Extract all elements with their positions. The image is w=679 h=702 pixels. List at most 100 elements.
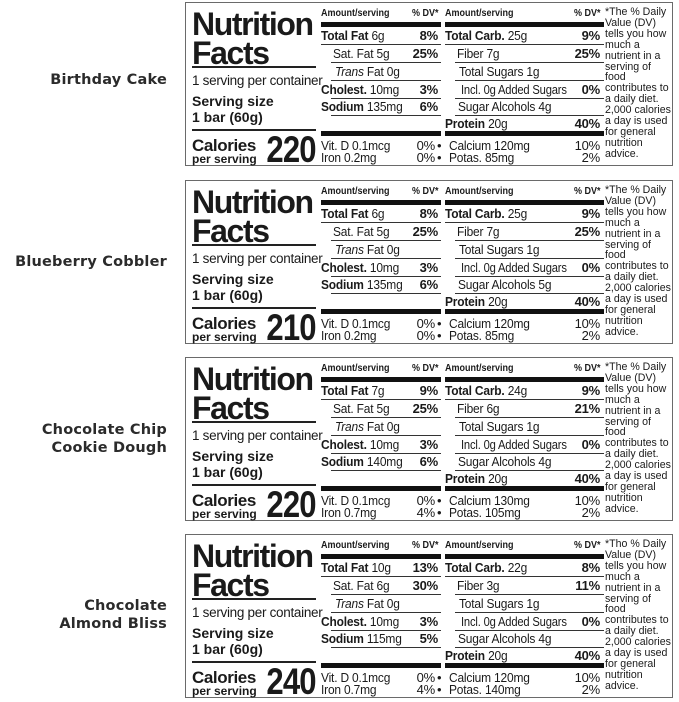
nutrient-label: Trans: [335, 242, 364, 257]
nutrient-row: Sat. Fat 5g: [333, 224, 390, 239]
nutrient-row: Total Carb. 22g: [445, 561, 527, 574]
nutrient-label: Total Sugars 1g: [459, 596, 540, 611]
divider: [331, 276, 441, 277]
nutrient-row: Fiber 7g: [457, 47, 500, 60]
vitamin-dv: 0%: [416, 316, 436, 331]
divider: [192, 307, 316, 309]
nutrient-label: Cholest.: [321, 437, 367, 452]
nutrient-label: Total Sugars 1g: [459, 242, 540, 257]
divider: [321, 576, 441, 577]
nutrient-label: Incl. 0g Added Sugars: [461, 614, 567, 629]
nutrient-label: Trans: [335, 596, 364, 611]
thick-bar: [445, 309, 604, 314]
dv-header: % DV*: [573, 8, 600, 19]
nutrient-dv: 3%: [419, 614, 439, 629]
serving-size-label: Serving size: [192, 93, 274, 109]
nutrition-panel: Nutrition Facts 1 serving per container Ser…: [185, 2, 673, 170]
nutrient-amount: 7g: [371, 383, 385, 398]
calories-label: Calories: [192, 491, 256, 510]
nutrient-label: Incl. 0g Added Sugars: [461, 260, 567, 275]
nutrient-row: Total Fat 7g: [321, 383, 385, 398]
vitamin-name: Vit. D 0.1mcg: [321, 493, 391, 508]
nutrient-amount: 22g: [507, 560, 528, 575]
bullet: •: [437, 138, 442, 153]
vitamin-dv: 10%: [574, 138, 601, 153]
nutrient-amount: 10mg: [369, 614, 400, 629]
divider: [445, 576, 604, 577]
nutrient-label: Protein: [445, 471, 485, 486]
nutrient-dv: 40%: [574, 116, 601, 131]
flavor-name: Almond Bliss: [59, 616, 167, 632]
panel-title: Nutrition: [192, 6, 314, 42]
nutrient-label: Sat. Fat 6g: [333, 578, 390, 593]
amount-header: Amount/serving: [321, 186, 390, 197]
nutrient-row: Total Carb. 25g: [445, 29, 527, 42]
nutrient-row: Total Sugars 1g: [459, 420, 540, 433]
divider: [455, 470, 604, 471]
calories-value: 220: [266, 129, 317, 170]
per-serving-label: per serving: [192, 330, 257, 344]
nutrient-label: Total Fat: [321, 206, 369, 221]
bullet: •: [437, 505, 442, 520]
vitamin-dv: 0%: [416, 138, 436, 153]
thick-bar: [321, 309, 441, 314]
nutrient-amount: Fat 0g: [366, 242, 400, 257]
divider: [331, 647, 441, 648]
servings-per-container: 1 serving per container: [192, 251, 323, 266]
flavor-name: Blueberry Cobbler: [15, 254, 167, 270]
nutrient-row: Total Fat 6g: [321, 206, 385, 221]
nutrient-amount: 6g: [371, 206, 385, 221]
amount-header: Amount/serving: [445, 363, 514, 374]
vitamin-dv: 2%: [581, 150, 601, 165]
nutrient-label: Protein: [445, 116, 485, 131]
nutrient-label: Incl. 0g Added Sugars: [461, 437, 567, 452]
flavor-name: Chocolate Chip: [41, 422, 167, 438]
dv-header: % DV*: [411, 8, 438, 19]
vitamin-name: Potas. 85mg: [449, 328, 515, 343]
nutrient-dv: 25%: [412, 401, 439, 416]
nutrient-row: Fiber 7g: [457, 225, 500, 238]
thick-bar: [445, 486, 604, 491]
vitamin-dv: 2%: [581, 682, 601, 697]
nutrient-label: Sat. Fat 5g: [333, 224, 390, 239]
nutrient-label: Sodium: [321, 277, 364, 292]
dv-header: % DV*: [411, 363, 438, 374]
nutrient-dv: 9%: [581, 206, 601, 221]
amount-header: Amount/serving: [321, 8, 390, 19]
vitamin-name: Calcium 130mg: [449, 493, 530, 508]
vitamin-name: Calcium 120mg: [449, 670, 530, 685]
divider: [331, 417, 441, 418]
flavor-name: Birthday Cake: [50, 72, 167, 88]
nutrient-dv: 0%: [581, 437, 601, 452]
divider: [331, 594, 441, 595]
nutrient-row: Trans Fat 0g: [335, 65, 400, 78]
nutrient-dv: 5%: [419, 631, 439, 646]
divider: [455, 98, 604, 99]
divider: [455, 62, 604, 63]
nutrient-amount: 25g: [507, 28, 528, 43]
nutrient-row: Protein 20g: [445, 649, 508, 662]
nutrient-amount: 20g: [488, 116, 508, 131]
vitamin-name: Iron 0.7mg: [321, 682, 377, 697]
divider: [331, 80, 441, 81]
nutrient-label: Sugar Alcohols 5g: [458, 277, 552, 292]
divider: [331, 115, 441, 116]
serving-size-label: Serving size: [192, 271, 274, 287]
footnote: *Tho % Daily Value (DV) tells you how mu…: [605, 538, 671, 692]
nutrient-label: Total Carb.: [445, 206, 505, 221]
nutrient-amount: 10g: [371, 560, 391, 575]
nutrient-row: Sugar Alcohols 4g: [458, 632, 551, 645]
divider: [331, 453, 441, 454]
nutrient-amount: 24g: [507, 383, 528, 398]
nutrient-dv: 9%: [581, 28, 601, 43]
divider: [331, 258, 441, 259]
serving-size-label: Serving size: [192, 448, 274, 464]
panel-title: Facts: [192, 567, 270, 603]
divider: [445, 222, 604, 223]
nutrient-amount: 10mg: [369, 260, 400, 275]
nutrient-dv: 40%: [574, 648, 601, 663]
nutrient-label: Trans: [335, 419, 364, 434]
nutrient-row: Sodium 135mg: [321, 278, 403, 291]
nutrient-row: Sat. Fat 6g: [333, 578, 390, 593]
divider: [192, 244, 316, 246]
